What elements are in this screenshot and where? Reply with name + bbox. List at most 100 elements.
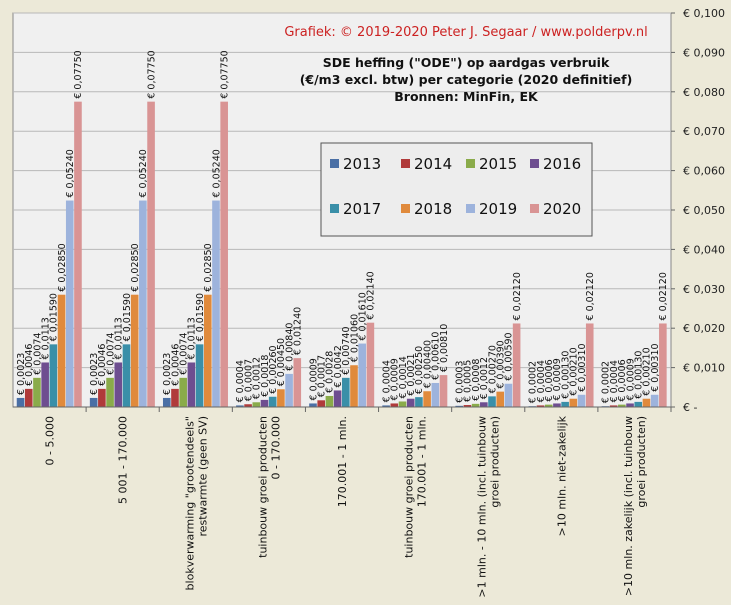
x-category-label: restwarmte (geen SV) [196, 416, 209, 537]
data-label: € 0,00400 [422, 340, 433, 388]
data-label: € 0,0009 [625, 358, 636, 400]
bar-2015 [252, 402, 261, 407]
data-label: € 0,0009 [308, 358, 319, 400]
data-label: € 0,00310 [650, 343, 661, 391]
data-label: € 0,02850 [57, 243, 68, 291]
data-label: € 0,07750 [146, 50, 157, 98]
data-label: € 0,02850 [130, 243, 141, 291]
bar-2015 [398, 401, 407, 407]
legend-label-2019: 2019 [479, 200, 517, 218]
data-label: € 0,0012 [479, 357, 490, 399]
bar-2020 [659, 323, 667, 407]
bar-2016 [553, 403, 561, 407]
bar-2019 [285, 373, 293, 407]
legend-label-2017: 2017 [343, 200, 381, 218]
bar-2016 [626, 403, 634, 407]
y-tick-label: € 0,060 [683, 165, 725, 178]
bar-2017 [415, 397, 423, 407]
legend-swatch-2014 [401, 159, 410, 168]
data-label: € 0,00840 [284, 323, 295, 371]
bar-2014 [171, 388, 179, 407]
data-label: € 0,01590 [49, 293, 60, 341]
bar-2016 [480, 402, 488, 407]
bar-2015 [325, 395, 334, 407]
x-category-label: 170.001 - 1 mln. [416, 416, 429, 507]
x-category-label: tuinbouw groei producten [403, 416, 416, 558]
legend-swatch-2015 [466, 159, 475, 168]
data-label: € 0,00250 [414, 346, 425, 394]
data-label: € 0,00810 [439, 324, 450, 372]
data-label: € 0,05240 [65, 149, 76, 197]
data-label: € 0,0006 [544, 359, 555, 401]
data-label: € 0,0042 [333, 345, 344, 387]
bar-2019 [431, 382, 440, 407]
bar-2015 [471, 403, 480, 407]
x-category-label: >10 mln. niet-zakelijk [555, 415, 568, 536]
data-label: € 0,0004 [381, 360, 392, 402]
legend-swatch-2020 [530, 204, 539, 213]
x-category-label: blokverwarming "grootendeels" [183, 416, 196, 590]
legend-swatch-2018 [401, 204, 410, 213]
bar-2017 [488, 396, 496, 407]
data-label: € 0,0002 [528, 361, 539, 403]
bar-2014 [98, 388, 106, 407]
data-label: € 0,0028 [325, 351, 336, 393]
data-label: € 0,07750 [219, 50, 230, 98]
data-label: € 0,0014 [398, 356, 409, 398]
bar-2013 [382, 405, 390, 407]
bar-2014 [317, 400, 325, 407]
data-label: € 0,0004 [235, 360, 246, 402]
data-label: € 0,0046 [24, 344, 35, 386]
y-tick-label: € 0,020 [683, 322, 725, 335]
data-label: € 0,00210 [569, 347, 580, 395]
y-tick-label: € 0,090 [683, 46, 725, 59]
y-tick-label: € 0,010 [683, 362, 725, 375]
bar-2017 [268, 396, 277, 407]
bar-2019 [139, 200, 147, 407]
data-label: € 0,0074 [105, 333, 116, 375]
legend-swatch-2019 [466, 204, 475, 213]
x-category-label: >1 mln. - 10 mln. (incl. tuinbouw [476, 416, 489, 598]
bar-2018 [642, 398, 651, 407]
bar-2018 [57, 294, 66, 407]
chart-title-line-2: (€/m3 excl. btw) per categorie (2020 def… [300, 72, 633, 87]
data-label: € 0,01060 [349, 314, 360, 362]
bar-2014 [463, 405, 472, 407]
bar-2020 [439, 375, 448, 407]
bar-2018 [203, 294, 212, 407]
data-label: € 0,0002 [601, 361, 612, 403]
bar-2020 [74, 101, 82, 408]
data-label: € 0,00270 [487, 345, 498, 393]
legend-box [320, 142, 593, 237]
data-label: € 0,0046 [97, 344, 108, 386]
data-label: € 0,0006 [617, 359, 628, 401]
bar-2017 [634, 401, 643, 407]
bar-2017 [561, 401, 569, 407]
bar-2015 [544, 404, 553, 407]
data-label: € 0,05240 [211, 149, 222, 197]
y-tick-label: € 0,070 [683, 125, 725, 138]
bar-2018 [277, 389, 285, 407]
bar-2014 [536, 405, 545, 407]
data-label: € 0,0008 [471, 359, 482, 401]
bar-2018 [569, 398, 578, 407]
bar-2020 [293, 358, 302, 407]
x-category-label: 0 - 5.000 [44, 416, 57, 465]
bar-2013 [309, 403, 317, 407]
legend-label-2020: 2020 [543, 200, 581, 218]
data-label: € 0,01590 [122, 293, 133, 341]
bar-2020 [220, 101, 228, 408]
bar-2013 [89, 397, 98, 407]
data-label: € 0,07750 [73, 50, 84, 98]
data-label: € 0,0023 [16, 353, 27, 395]
data-label: € 0,0007 [243, 359, 254, 401]
bar-2017 [49, 344, 58, 407]
bar-2018 [130, 294, 139, 407]
bar-2020 [512, 323, 521, 407]
bar-2017 [195, 344, 204, 407]
legend-label-2014: 2014 [414, 155, 452, 173]
bar-2016 [187, 362, 196, 407]
y-tick-label: € 0,030 [683, 283, 725, 296]
bar-2015 [618, 404, 626, 407]
bar-2020 [585, 323, 594, 407]
